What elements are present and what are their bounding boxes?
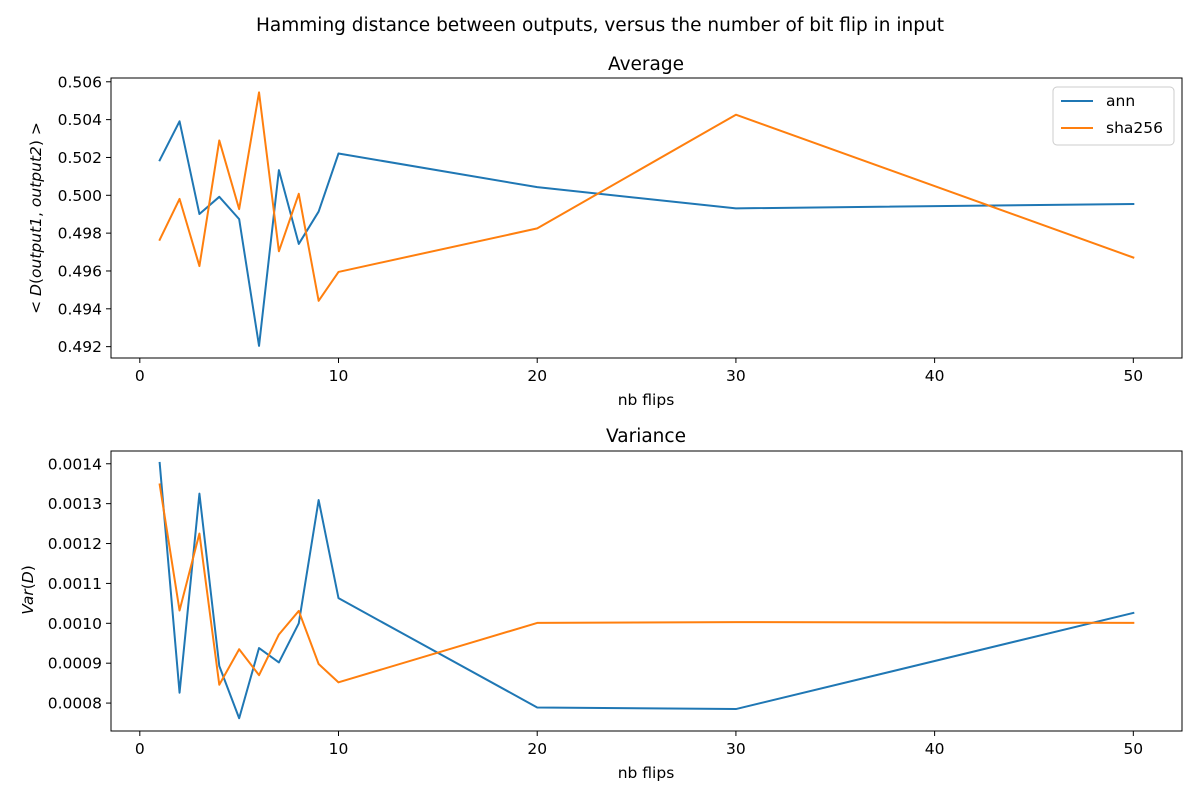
variance-y-tick-label: 0.0011 — [48, 575, 102, 593]
legend: ann sha256 — [1052, 86, 1175, 146]
average-title: Average — [608, 54, 684, 75]
variance-title: Variance — [606, 426, 686, 447]
average-line-sha256 — [158, 91, 1135, 302]
figure-suptitle: Hamming distance between outputs, versus… — [256, 15, 944, 36]
variance-x-tick-label: 50 — [1123, 740, 1143, 758]
average-x-tick-label: 10 — [329, 367, 349, 385]
variance-y-label-part: Var — [19, 588, 37, 615]
variance-y-label-part: ) — [19, 565, 37, 571]
average-y-tick-label: 0.502 — [58, 149, 102, 167]
variance-x-label: nb flips — [618, 764, 675, 782]
variance-y-tick-label: 0.0013 — [48, 495, 102, 513]
average-y-label-part: , — [27, 207, 45, 217]
average-x-tick-label: 40 — [925, 367, 945, 385]
variance-x-tick-label: 20 — [527, 740, 547, 758]
average-x-tick-label: 20 — [527, 367, 547, 385]
variance-y-label-part: D — [19, 571, 37, 583]
legend-label-sha256: sha256 — [1106, 119, 1163, 137]
average-line-ann — [158, 120, 1135, 347]
variance-x-ticks: 0 10 20 30 40 50 — [135, 731, 1143, 758]
variance-line-ann — [158, 461, 1135, 720]
variance-y-label: Var(D) — [19, 565, 37, 615]
average-y-ticks: 0.492 0.494 0.496 0.498 0.500 0.502 0.504 0.506 — [58, 73, 111, 356]
average-y-tick-label: 0.504 — [58, 111, 102, 129]
variance-x-tick-label: 40 — [925, 740, 945, 758]
average-y-label-part: output1 — [27, 217, 45, 278]
average-y-label-part: ( — [27, 278, 45, 284]
variance-x-tick-label: 30 — [726, 740, 746, 758]
variance-y-label-part: ( — [19, 583, 37, 589]
variance-y-tick-label: 0.0009 — [48, 655, 102, 673]
variance-x-tick-label: 0 — [135, 740, 145, 758]
variance-y-tick-label: 0.0010 — [48, 615, 102, 633]
average-y-label-part: D — [27, 284, 45, 296]
variance-axes-frame — [110, 450, 1183, 732]
average-y-tick-label: 0.498 — [58, 225, 102, 243]
average-y-label-part: < — [27, 296, 45, 314]
average-axes-frame — [110, 77, 1183, 359]
average-y-tick-label: 0.500 — [58, 187, 102, 205]
average-x-tick-label: 30 — [726, 367, 746, 385]
average-series-lines — [158, 91, 1135, 347]
average-y-tick-label: 0.494 — [58, 300, 102, 318]
average-y-tick-label: 0.506 — [58, 73, 102, 91]
variance-panel: Variance 0 10 20 30 40 50 0.00080.00090.00100… — [19, 426, 1183, 782]
variance-y-ticks: 0.0008 0.0009 0.0010 0.0011 0.0012 0.0013 0.00… — [48, 455, 111, 713]
average-y-label: < D(output1, output2) > — [27, 122, 45, 314]
average-x-label: nb flips — [618, 391, 675, 409]
average-x-tick-label: 50 — [1123, 367, 1143, 385]
variance-x-tick-label: 10 — [329, 740, 349, 758]
variance-y-tick-label: 0.0014 — [48, 455, 102, 473]
average-x-ticks: 0 10 20 30 40 50 — [135, 358, 1143, 385]
variance-y-tick-label: 0.0008 — [48, 695, 102, 713]
average-y-label-part: output2 — [27, 146, 45, 207]
variance-y-tick-label: 0.0012 — [48, 535, 102, 553]
legend-label-ann: ann — [1106, 92, 1135, 110]
average-y-tick-label: 0.496 — [58, 262, 102, 280]
variance-line-sha256 — [158, 483, 1135, 686]
variance-series-lines — [158, 461, 1135, 720]
average-panel: Average 0 10 20 30 40 50 0.492 0.494 0.496 0.498… — [27, 54, 1183, 409]
average-y-tick-label: 0.492 — [58, 338, 102, 356]
average-y-label-part: ) > — [27, 122, 45, 146]
average-x-tick-label: 0 — [135, 367, 145, 385]
